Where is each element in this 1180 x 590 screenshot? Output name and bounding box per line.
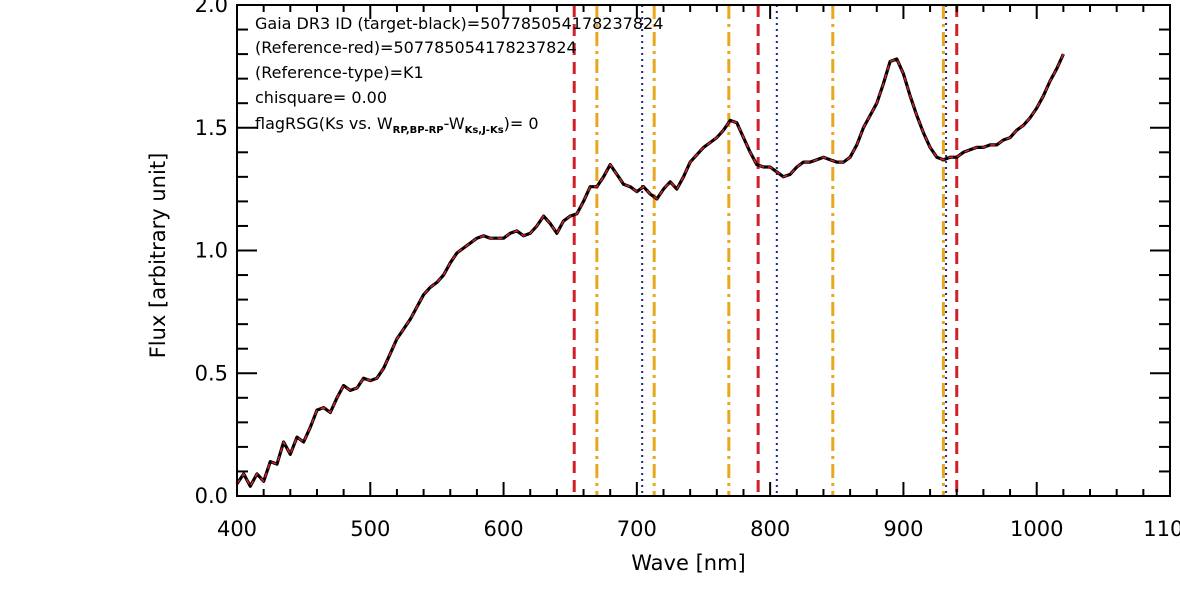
x-tick-label: 800 <box>750 517 790 541</box>
flag-rsg-subscript-1: RP,BP-RP <box>393 125 444 136</box>
flag-rsg-suffix: )= 0 <box>504 114 539 133</box>
y-tick-label: 2.0 <box>195 0 228 17</box>
annotation-gaia-id: Gaia DR3 ID (target-black)=5077850541782… <box>255 14 663 33</box>
y-axis-title: Flux [arbitrary unit] <box>146 153 170 359</box>
x-axis-title: Wave [nm] <box>631 551 745 575</box>
flag-rsg-subscript-2: Ks,J-Ks <box>465 125 504 136</box>
x-tick-label: 600 <box>484 517 524 541</box>
y-tick-label: 1.0 <box>195 239 228 263</box>
x-tick-label: 500 <box>350 517 390 541</box>
x-tick-label: 1000 <box>1010 517 1063 541</box>
y-tick-label: 0.5 <box>195 361 228 385</box>
x-tick-label: 400 <box>217 517 257 541</box>
flag-rsg-mid: -W <box>444 114 465 133</box>
y-tick-labels: 0.0 0.5 1.0 1.5 2.0 <box>195 0 228 508</box>
x-tick-label: 900 <box>883 517 923 541</box>
annotation-reference-type: (Reference-type)=K1 <box>255 63 424 82</box>
annotation-flag-rsg: flagRSG(Ks vs. WRP,BP-RP-WKs,J-Ks)= 0 <box>255 114 539 136</box>
x-tick-label: 700 <box>617 517 657 541</box>
annotation-chisquare: chisquare= 0.00 <box>255 88 387 107</box>
flag-rsg-prefix: flagRSG(Ks vs. W <box>255 114 393 133</box>
annotation-reference-id: (Reference-red)=5077850541782378​24 <box>255 38 577 57</box>
plot-frame <box>236 4 1171 497</box>
y-tick-label: 1.5 <box>195 116 228 140</box>
series-reference-line <box>236 53 1065 487</box>
series-layer <box>235 53 1065 488</box>
y-tick-label: 0.0 <box>195 484 228 508</box>
vertical-line-layer <box>572 5 959 496</box>
annotation-block: Gaia DR3 ID (target-black)=5077850541782… <box>255 14 663 136</box>
